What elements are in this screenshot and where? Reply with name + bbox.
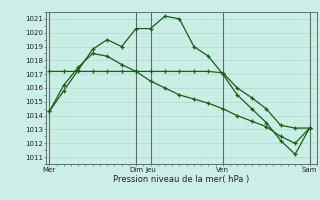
X-axis label: Pression niveau de la mer( hPa ): Pression niveau de la mer( hPa ) <box>114 175 250 184</box>
